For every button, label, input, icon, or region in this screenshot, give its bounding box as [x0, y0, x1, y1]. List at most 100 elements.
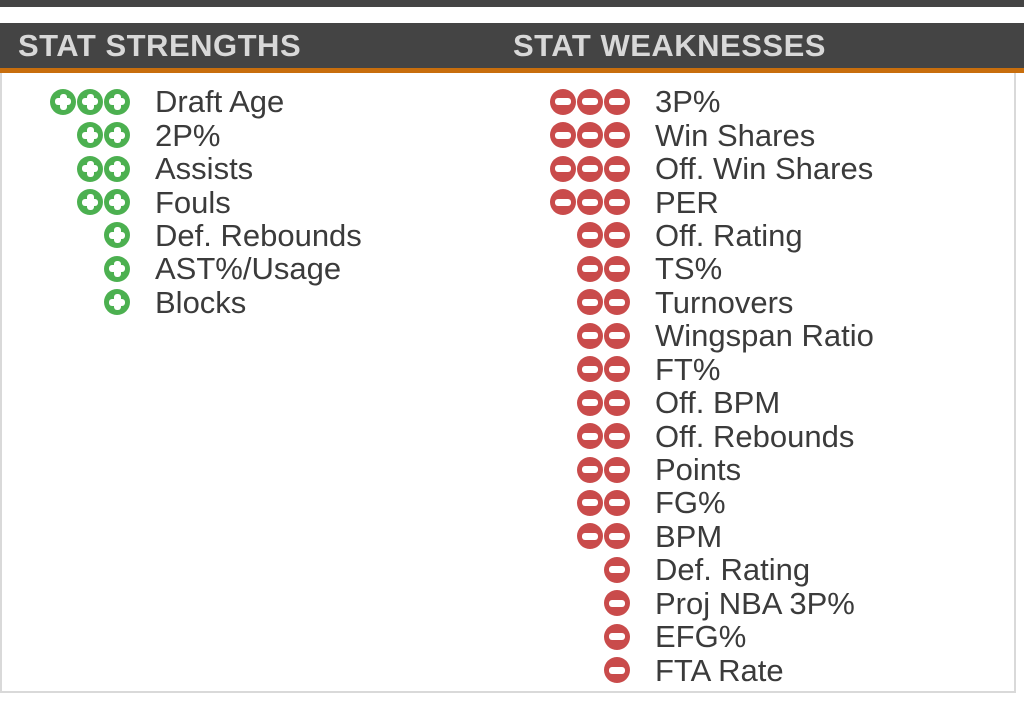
rating-icons — [508, 523, 630, 550]
stat-row: Def. Rebounds — [2, 219, 508, 252]
stat-row: Assists — [2, 152, 508, 185]
minus-circle-icon — [550, 88, 576, 115]
minus-circle-icon — [550, 122, 576, 149]
rating-icons — [508, 423, 630, 450]
stat-label: Off. Rebounds — [655, 418, 855, 454]
minus-circle-icon — [577, 222, 603, 249]
plus-circle-icon — [104, 255, 130, 282]
rating-icons — [2, 155, 130, 182]
minus-circle-icon — [604, 489, 630, 516]
stat-row: Points — [508, 453, 1014, 486]
minus-circle-icon — [604, 556, 630, 583]
stat-label: Fouls — [155, 184, 231, 220]
minus-circle-icon — [604, 189, 630, 216]
minus-circle-icon — [577, 456, 603, 483]
minus-circle-icon — [577, 423, 603, 450]
plus-circle-icon — [77, 88, 103, 115]
top-accent-bar — [0, 0, 1024, 7]
stat-label: Def. Rebounds — [155, 217, 362, 253]
minus-circle-icon — [604, 322, 630, 349]
plus-circle-icon — [104, 222, 130, 249]
stat-label: Points — [655, 452, 742, 488]
stat-row: Off. Rating — [508, 219, 1014, 252]
stat-label: Assists — [155, 151, 254, 187]
rating-icons — [508, 88, 630, 115]
minus-circle-icon — [604, 423, 630, 450]
minus-circle-icon — [604, 155, 630, 182]
stat-label: EFG% — [655, 619, 747, 655]
stat-label: 2P% — [155, 117, 221, 153]
rating-icons — [508, 623, 630, 650]
rating-icons — [508, 222, 630, 249]
minus-circle-icon — [604, 88, 630, 115]
stat-row: FG% — [508, 486, 1014, 519]
stat-row: Def. Rating — [508, 553, 1014, 586]
rating-icons — [508, 155, 630, 182]
plus-circle-icon — [104, 88, 130, 115]
stat-row: TS% — [508, 252, 1014, 285]
rating-icons — [508, 456, 630, 483]
minus-circle-icon — [604, 456, 630, 483]
plus-circle-icon — [50, 88, 76, 115]
minus-circle-icon — [604, 222, 630, 249]
stat-label: FG% — [655, 485, 726, 521]
rating-icons — [2, 289, 130, 316]
stat-label: Off. BPM — [655, 385, 781, 421]
rating-icons — [508, 189, 630, 216]
rating-icons — [508, 322, 630, 349]
rating-icons — [508, 356, 630, 383]
minus-circle-icon — [577, 289, 603, 316]
minus-circle-icon — [577, 155, 603, 182]
minus-circle-icon — [604, 523, 630, 550]
minus-circle-icon — [577, 122, 603, 149]
stat-row: Wingspan Ratio — [508, 319, 1014, 352]
minus-circle-icon — [604, 356, 630, 383]
weaknesses-header-title: STAT WEAKNESSES — [513, 27, 826, 63]
stat-label: TS% — [655, 251, 723, 287]
rating-icons — [2, 189, 130, 216]
stat-label: FT% — [655, 351, 721, 387]
stat-label: 3P% — [655, 84, 721, 120]
stat-label: Off. Rating — [655, 217, 803, 253]
minus-circle-icon — [577, 88, 603, 115]
stat-label: FTA Rate — [655, 652, 784, 688]
minus-circle-icon — [577, 356, 603, 383]
minus-circle-icon — [604, 590, 630, 617]
stat-row: Blocks — [2, 286, 508, 319]
stat-label: Wingspan Ratio — [655, 318, 874, 354]
stat-row: PER — [508, 185, 1014, 218]
stat-row: Off. BPM — [508, 386, 1014, 419]
stat-row: FTA Rate — [508, 653, 1014, 686]
minus-circle-icon — [604, 289, 630, 316]
rating-icons — [508, 556, 630, 583]
rating-icons — [508, 657, 630, 684]
table-header: STAT STRENGTHS STAT WEAKNESSES — [0, 23, 1024, 73]
strengths-header-title: STAT STRENGTHS — [18, 27, 302, 63]
plus-circle-icon — [104, 155, 130, 182]
minus-circle-icon — [577, 189, 603, 216]
stat-row: FT% — [508, 353, 1014, 386]
stat-label: AST%/Usage — [155, 251, 342, 287]
rating-icons — [508, 289, 630, 316]
plus-circle-icon — [104, 289, 130, 316]
stat-row: 2P% — [2, 118, 508, 151]
rating-icons — [508, 255, 630, 282]
rating-icons — [2, 88, 130, 115]
stat-row: Off. Rebounds — [508, 419, 1014, 452]
strengths-column: Draft Age 2P% Assists Fouls Def. Rebound… — [2, 85, 508, 319]
rating-icons — [508, 489, 630, 516]
rating-icons — [508, 590, 630, 617]
stat-label: Draft Age — [155, 84, 285, 120]
stat-row: Off. Win Shares — [508, 152, 1014, 185]
stat-row: Turnovers — [508, 286, 1014, 319]
stat-label: BPM — [655, 518, 723, 554]
stat-row: Fouls — [2, 185, 508, 218]
stat-label: Off. Win Shares — [655, 151, 874, 187]
rating-icons — [508, 122, 630, 149]
stat-row: EFG% — [508, 620, 1014, 653]
minus-circle-icon — [604, 255, 630, 282]
stat-row: Win Shares — [508, 118, 1014, 151]
rating-icons — [2, 222, 130, 249]
rating-icons — [2, 122, 130, 149]
plus-circle-icon — [77, 122, 103, 149]
